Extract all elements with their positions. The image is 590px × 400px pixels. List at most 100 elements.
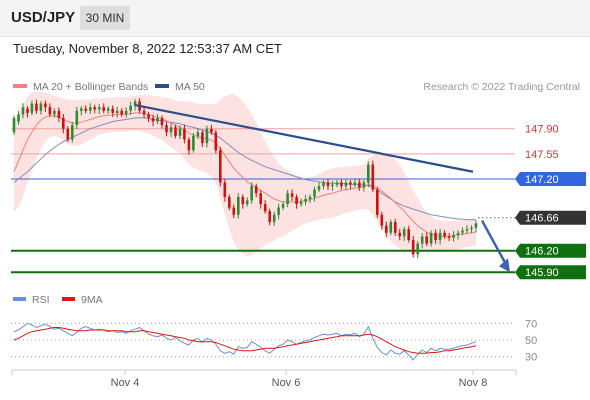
- candle-body: [335, 182, 339, 185]
- candle-body: [385, 225, 388, 233]
- candle-body: [133, 101, 137, 106]
- candle-body: [250, 186, 253, 201]
- candle-body: [192, 135, 195, 151]
- candle-body: [48, 107, 52, 115]
- rsi-legend-swatch: [13, 297, 26, 301]
- ma9-legend-label: 9MA: [81, 294, 103, 306]
- candle-body: [394, 222, 397, 233]
- rsi-ma9-line: [13, 327, 477, 354]
- candle-body: [299, 201, 303, 205]
- x-axis: Nov 4 Nov 6 Nov 8: [111, 370, 488, 389]
- rsi-tick-label: 50: [525, 335, 537, 347]
- candle-body: [402, 229, 406, 237]
- candle-body: [443, 232, 446, 237]
- candle-body: [425, 236, 428, 244]
- forecast-arrow-layer: [480, 219, 510, 273]
- rsi-tick-label: 30: [525, 352, 537, 364]
- resistance-label: 147.55: [525, 149, 559, 161]
- support-label-box: [515, 243, 586, 258]
- candle-body: [326, 182, 330, 187]
- candle-body: [120, 110, 123, 115]
- candle-body: [317, 186, 321, 190]
- candle-body: [340, 182, 343, 187]
- candle-body: [151, 117, 155, 122]
- candle-body: [124, 110, 128, 115]
- rsi-line: [13, 322, 477, 361]
- candle-body: [259, 193, 262, 205]
- candle-body: [380, 214, 384, 226]
- bollinger-band-fill: [14, 91, 476, 257]
- candle-body: [272, 214, 276, 222]
- support-label: 146.20: [525, 246, 559, 258]
- candle-body: [21, 107, 25, 115]
- candle-body: [223, 182, 227, 197]
- candle-body: [237, 196, 240, 215]
- current-label: 146.66: [525, 213, 559, 225]
- candle-body: [290, 193, 294, 197]
- candle-body: [93, 107, 96, 110]
- candle-body: [80, 108, 83, 111]
- candle-body: [452, 234, 455, 238]
- candle-body: [434, 232, 437, 240]
- candle-body: [17, 114, 20, 122]
- ma20-line: [13, 112, 477, 237]
- ma50-line: [13, 117, 476, 221]
- candle-body: [322, 182, 325, 187]
- rsi-tick-label: 70: [525, 318, 537, 330]
- report-datetime: Tuesday, November 8, 2022 12:53:37 AM CE…: [13, 41, 282, 56]
- candle-body: [26, 108, 29, 113]
- support-label-box: [515, 265, 586, 280]
- candle-body: [210, 128, 213, 133]
- candle-body: [160, 117, 164, 126]
- candlesticks: [12, 98, 478, 259]
- candle-body: [241, 196, 245, 205]
- candle-body: [245, 200, 249, 205]
- candle-body: [268, 211, 271, 222]
- candle-body: [389, 222, 393, 233]
- current-label-box: [515, 210, 586, 225]
- header-bar: USD/JPY 30 MIN: [0, 0, 590, 37]
- x-tick-label: Nov 8: [459, 377, 488, 389]
- rsi-legend-label: RSI: [32, 294, 50, 306]
- candle-body: [313, 189, 316, 197]
- candle-body: [169, 127, 173, 133]
- candle-body: [39, 103, 43, 111]
- candle-body: [398, 232, 401, 237]
- candle-body: [205, 128, 209, 144]
- candle-body: [12, 117, 16, 133]
- symbol-title: USD/JPY: [11, 9, 76, 26]
- bollinger-band: [14, 91, 476, 257]
- candle-body: [232, 207, 236, 215]
- bollinger-legend-swatch: [13, 84, 27, 88]
- candle-body: [438, 232, 442, 240]
- forecast-arrow-shaft: [480, 219, 509, 267]
- candle-body: [57, 110, 61, 118]
- candle-body: [53, 110, 56, 115]
- candle-body: [254, 186, 258, 194]
- candle-body: [461, 230, 464, 233]
- trendline-layer: [134, 103, 474, 173]
- support-resistance-levels: [11, 128, 515, 274]
- candle-body: [331, 184, 334, 187]
- candle-body: [344, 182, 348, 187]
- source-credit: Research © 2022 Trading Central: [423, 81, 580, 93]
- candle-body: [304, 199, 307, 202]
- candle-body: [129, 105, 132, 111]
- candle-body: [371, 164, 375, 190]
- support-label: 145.90: [525, 267, 559, 279]
- candle-body: [106, 108, 110, 111]
- rsi-panel: 70 50 30: [11, 318, 537, 364]
- candle-body: [349, 182, 352, 185]
- timeframe-button[interactable]: 30 MIN: [80, 6, 130, 30]
- bollinger-legend-label: MA 20 + Bollinger Bands: [33, 81, 148, 93]
- candle-body: [358, 182, 361, 188]
- candle-body: [142, 110, 146, 115]
- candle-body: [470, 227, 473, 230]
- candle-body: [411, 239, 415, 255]
- candle-body: [84, 108, 88, 111]
- candle-body: [353, 182, 357, 185]
- candle-body: [115, 110, 119, 113]
- candle-body: [178, 128, 182, 136]
- candle-body: [456, 232, 460, 235]
